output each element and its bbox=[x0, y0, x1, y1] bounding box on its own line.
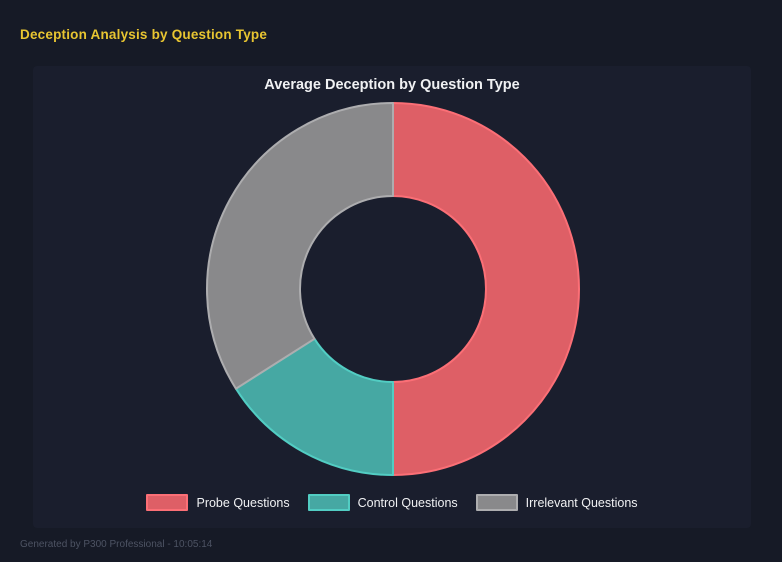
donut-chart bbox=[206, 102, 580, 476]
legend-swatch-icon bbox=[475, 494, 518, 511]
legend-label: Control Questions bbox=[357, 495, 458, 510]
legend-swatch-icon bbox=[307, 494, 350, 511]
legend-item-0[interactable]: Probe Questions bbox=[146, 494, 290, 511]
legend-item-1[interactable]: Control Questions bbox=[307, 494, 458, 511]
donut-slice-0[interactable] bbox=[392, 102, 580, 476]
chart-panel: Average Deception by Question Type Probe… bbox=[33, 66, 751, 528]
chart-legend: Probe Questions Control Questions Irreleva… bbox=[33, 494, 751, 511]
legend-swatch-icon bbox=[146, 494, 189, 511]
legend-label: Irrelevant Questions bbox=[525, 495, 638, 510]
donut-slice-2[interactable] bbox=[206, 102, 394, 390]
legend-item-2[interactable]: Irrelevant Questions bbox=[475, 494, 638, 511]
legend-label: Probe Questions bbox=[196, 495, 290, 510]
footer-status: Generated by P300 Professional - 10:05:1… bbox=[20, 539, 213, 550]
chart-title: Average Deception by Question Type bbox=[264, 77, 520, 93]
page-title: Deception Analysis by Question Type bbox=[20, 27, 268, 42]
donut-slice-1[interactable] bbox=[234, 337, 394, 476]
